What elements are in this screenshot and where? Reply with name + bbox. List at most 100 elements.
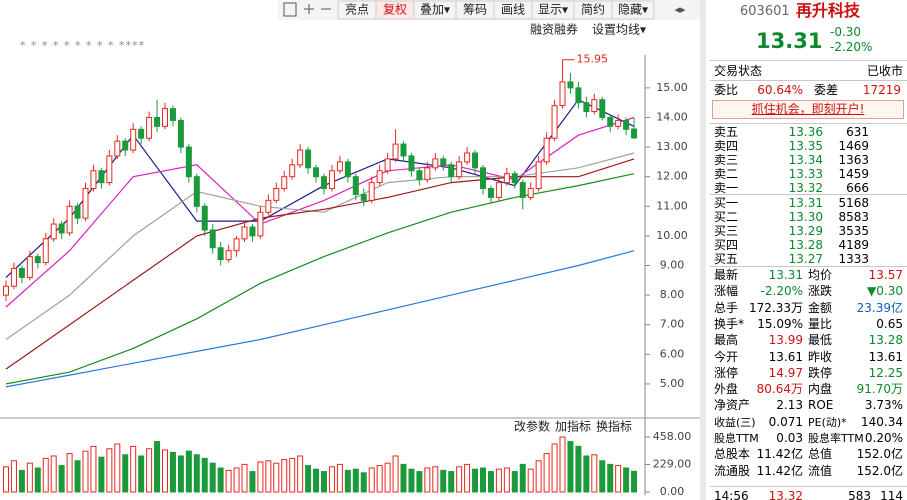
stat-label: 今开 <box>714 349 739 364</box>
stat-value: 91.70万 <box>856 382 903 397</box>
max-label: 15.95 <box>577 53 609 66</box>
book-label: 买三 <box>714 224 739 238</box>
toolbar-label[interactable]: 复权 <box>383 3 407 17</box>
separator <box>710 266 907 267</box>
v-tick-label: 0.00 <box>660 485 685 498</box>
candle-body <box>233 238 240 252</box>
volume-bar <box>607 463 614 493</box>
toolbar-label[interactable]: 显示▾ <box>538 3 568 17</box>
icon-box[interactable] <box>283 2 297 17</box>
candle-body <box>551 105 558 139</box>
candle-body <box>225 250 232 261</box>
candle-body <box>416 170 423 181</box>
book-price: 13.32 <box>788 181 823 195</box>
candle-body <box>122 140 129 151</box>
toolbar-button[interactable] <box>611 0 655 20</box>
volume-bar <box>66 453 73 493</box>
volume-bar <box>495 468 502 493</box>
volume-tool[interactable]: 换指标 <box>596 419 632 434</box>
y-tick-label: 7.00 <box>660 318 685 331</box>
stat-value: 15.09% <box>757 316 803 331</box>
price-change: -0.30 <box>830 25 862 39</box>
candle-body <box>66 205 73 234</box>
book-price: 13.31 <box>788 196 823 210</box>
volume-bar <box>42 457 49 493</box>
candle-body <box>162 108 168 127</box>
stat-value: 172.33万 <box>749 300 803 315</box>
moving-average <box>5 158 635 370</box>
volume-bar <box>90 445 97 493</box>
toolbar-label[interactable]: 亮点 <box>345 2 369 17</box>
volume-bar <box>217 467 224 493</box>
book-price: 13.34 <box>788 153 823 167</box>
volume-tool[interactable]: 改参数 <box>514 419 550 434</box>
stat-value: 13.57 <box>868 268 903 282</box>
v-tick-label: 458.00 <box>653 430 692 443</box>
stat-label: 流值 <box>808 463 833 478</box>
stat-value: 14.97 <box>768 365 803 380</box>
volume-bar <box>257 461 264 493</box>
book-price: 13.35 <box>788 139 823 153</box>
stat-label: 最高 <box>714 333 739 348</box>
volume-bar <box>567 441 574 493</box>
y-tick-label: 13.00 <box>656 140 688 153</box>
toolbar-label[interactable]: 画线 <box>501 3 525 17</box>
y-tick-label: 12.00 <box>656 170 688 183</box>
y-tick-label: 15.00 <box>656 81 688 94</box>
chart-tool[interactable]: 设置均线▾ <box>592 23 646 37</box>
volume-bar <box>209 462 216 493</box>
candle-body <box>615 119 622 127</box>
chart-tool[interactable]: 融资融券 <box>530 22 578 37</box>
candle-body <box>90 170 97 190</box>
candle-body <box>305 149 312 169</box>
candle-body <box>177 119 184 148</box>
stat-value: 140.34 <box>861 414 903 429</box>
volume-bar <box>122 454 129 493</box>
volume-bar <box>177 455 184 493</box>
volume-bar <box>3 466 9 493</box>
toolbar-label[interactable]: 筹码 <box>463 3 487 17</box>
volume-bar <box>193 454 200 493</box>
volume-bar <box>472 468 479 493</box>
toolbar-label[interactable]: 叠加▾ <box>420 3 450 17</box>
candle-body <box>575 87 582 104</box>
candle-body <box>42 238 49 264</box>
stat-value: 0.071 <box>768 414 803 429</box>
toolbar-label[interactable]: 隐藏▾ <box>618 3 648 17</box>
stat-value: 13.99 <box>768 333 803 348</box>
toolbar-label[interactable]: 简约 <box>581 2 605 17</box>
volume-bar <box>201 457 208 493</box>
stat-label: 换手* <box>714 316 745 331</box>
volume-bar <box>18 469 25 493</box>
volume-bar <box>169 451 176 493</box>
stat-label: 最低 <box>808 333 833 348</box>
candle-body <box>82 188 89 219</box>
volume-tool[interactable]: 加指标 <box>555 419 591 434</box>
book-volume: 1333 <box>838 252 869 266</box>
candle-body <box>114 140 121 157</box>
splitter[interactable] <box>700 0 706 500</box>
book-volume: 5168 <box>838 196 869 210</box>
volume-bar <box>336 463 343 493</box>
volume-bar <box>74 460 81 493</box>
open-account-ad[interactable]: 抓住机会，即刻开户! <box>712 100 904 119</box>
volume-bar <box>511 471 518 493</box>
volume-bar <box>631 470 638 493</box>
volume-bar <box>34 467 41 493</box>
book-label: 卖四 <box>714 139 739 153</box>
candle-body <box>3 285 9 296</box>
book-volume: 666 <box>846 181 869 195</box>
candle-body <box>368 182 375 201</box>
volume-bar <box>328 466 335 493</box>
separator <box>710 60 907 61</box>
stat-value: 80.64万 <box>756 382 803 397</box>
volume-bar <box>26 462 33 493</box>
candle-body <box>241 226 248 240</box>
volume-bar <box>297 455 304 493</box>
y-tick-label: 14.00 <box>656 110 688 123</box>
candle-body <box>281 176 288 190</box>
icon-arrows[interactable]: ◂▸ <box>674 3 686 16</box>
book-label: 买五 <box>714 252 739 266</box>
volume-bar <box>480 467 486 493</box>
book-label: 卖二 <box>714 167 739 181</box>
